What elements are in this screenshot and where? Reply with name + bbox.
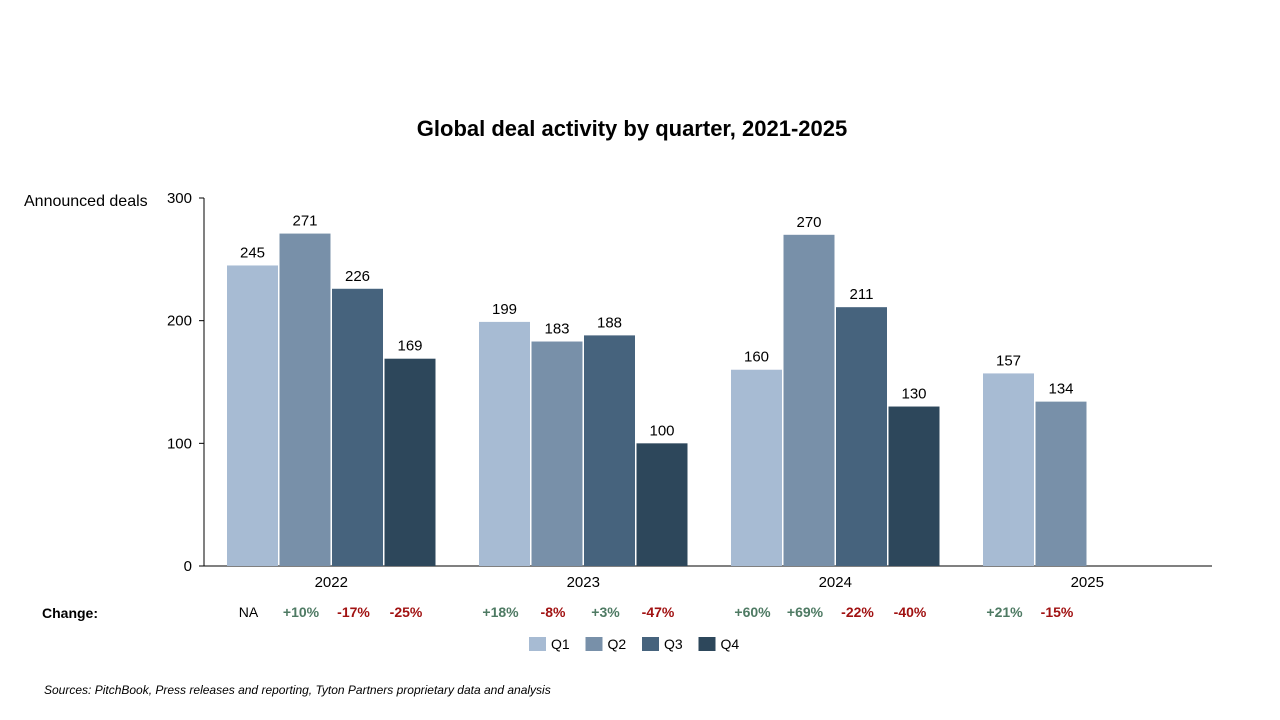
- value-label: 134: [1048, 381, 1073, 398]
- bars: [227, 233, 1087, 567]
- legend-label-q1: Q1: [551, 636, 570, 652]
- value-label: 160: [744, 349, 769, 366]
- y-tick-label: 200: [167, 313, 192, 330]
- x-tick-label: 2024: [819, 574, 852, 591]
- y-tick-label: 300: [167, 190, 192, 207]
- chart-title: Global deal activity by quarter, 2021-20…: [417, 116, 847, 141]
- bar-2023-q3: [584, 335, 635, 566]
- legend-swatch-q1: [529, 637, 546, 651]
- change-value: +21%: [986, 604, 1023, 620]
- legend-swatch-q4: [698, 637, 716, 651]
- x-tick-label: 2022: [315, 574, 348, 591]
- source-note: Sources: PitchBook, Press releases and r…: [44, 683, 551, 697]
- bar-2024-q1: [731, 369, 782, 566]
- value-label: 130: [901, 386, 926, 403]
- change-value: NA: [239, 604, 259, 620]
- change-value: +18%: [482, 604, 519, 620]
- change-row-label: Change:: [42, 605, 98, 621]
- value-label: 183: [544, 321, 569, 338]
- value-label: 245: [240, 244, 265, 261]
- legend-label-q4: Q4: [721, 636, 740, 652]
- change-value: -15%: [1041, 604, 1074, 620]
- change-row: NA +10% -17% -25% +18% -8% +3% -47% +60% +69% -22%…: [239, 604, 1074, 620]
- change-value: -17%: [337, 604, 370, 620]
- bar-2024-q2: [783, 234, 835, 567]
- change-value: +69%: [787, 604, 824, 620]
- y-axis-label: Announced deals: [24, 193, 148, 210]
- change-value: +10%: [283, 604, 320, 620]
- value-label: 270: [796, 214, 821, 231]
- bar-2024-q4: [888, 406, 940, 566]
- bar-2022-q4: [384, 358, 436, 566]
- bar-2023-q1: [479, 321, 530, 566]
- y-tick-label: 100: [167, 435, 192, 452]
- change-value: +60%: [734, 604, 771, 620]
- bar-2025-q2: [1035, 401, 1087, 566]
- bar-2022-q3: [332, 288, 383, 566]
- bar-2022-q1: [227, 265, 278, 566]
- change-value: -40%: [894, 604, 927, 620]
- change-value: -47%: [642, 604, 675, 620]
- value-label: 100: [649, 422, 674, 439]
- bar-2022-q2: [279, 233, 331, 566]
- y-tick-label: 0: [184, 558, 192, 575]
- legend-swatch-q3: [642, 637, 659, 651]
- bar-2023-q4: [636, 443, 688, 566]
- change-value: -22%: [841, 604, 874, 620]
- value-label: 271: [292, 213, 317, 230]
- value-labels: 245 271 226 169 199 183 188 100 160 270 211 130 157 1…: [240, 213, 1074, 440]
- x-tick-label: 2023: [567, 574, 600, 591]
- value-label: 169: [397, 338, 422, 355]
- change-value: +3%: [591, 604, 620, 620]
- x-tick-label: 2025: [1071, 574, 1104, 591]
- value-label: 157: [996, 352, 1021, 369]
- value-label: 199: [492, 301, 517, 318]
- change-value: -25%: [390, 604, 423, 620]
- bar-2024-q3: [836, 307, 887, 566]
- value-label: 211: [850, 286, 874, 303]
- y-tick-labels: 0 100 200 300: [167, 190, 192, 575]
- x-tick-labels: 2022 2023 2024 2025: [315, 574, 1104, 591]
- value-label: 226: [345, 268, 370, 285]
- legend-swatch-q2: [585, 637, 603, 651]
- value-label: 188: [597, 314, 622, 331]
- change-value: -8%: [541, 604, 566, 620]
- legend-label-q2: Q2: [608, 636, 627, 652]
- bar-2025-q1: [983, 373, 1034, 566]
- bar-2023-q2: [531, 341, 583, 566]
- legend: Q1 Q2 Q3 Q4: [529, 636, 739, 652]
- legend-label-q3: Q3: [664, 636, 683, 652]
